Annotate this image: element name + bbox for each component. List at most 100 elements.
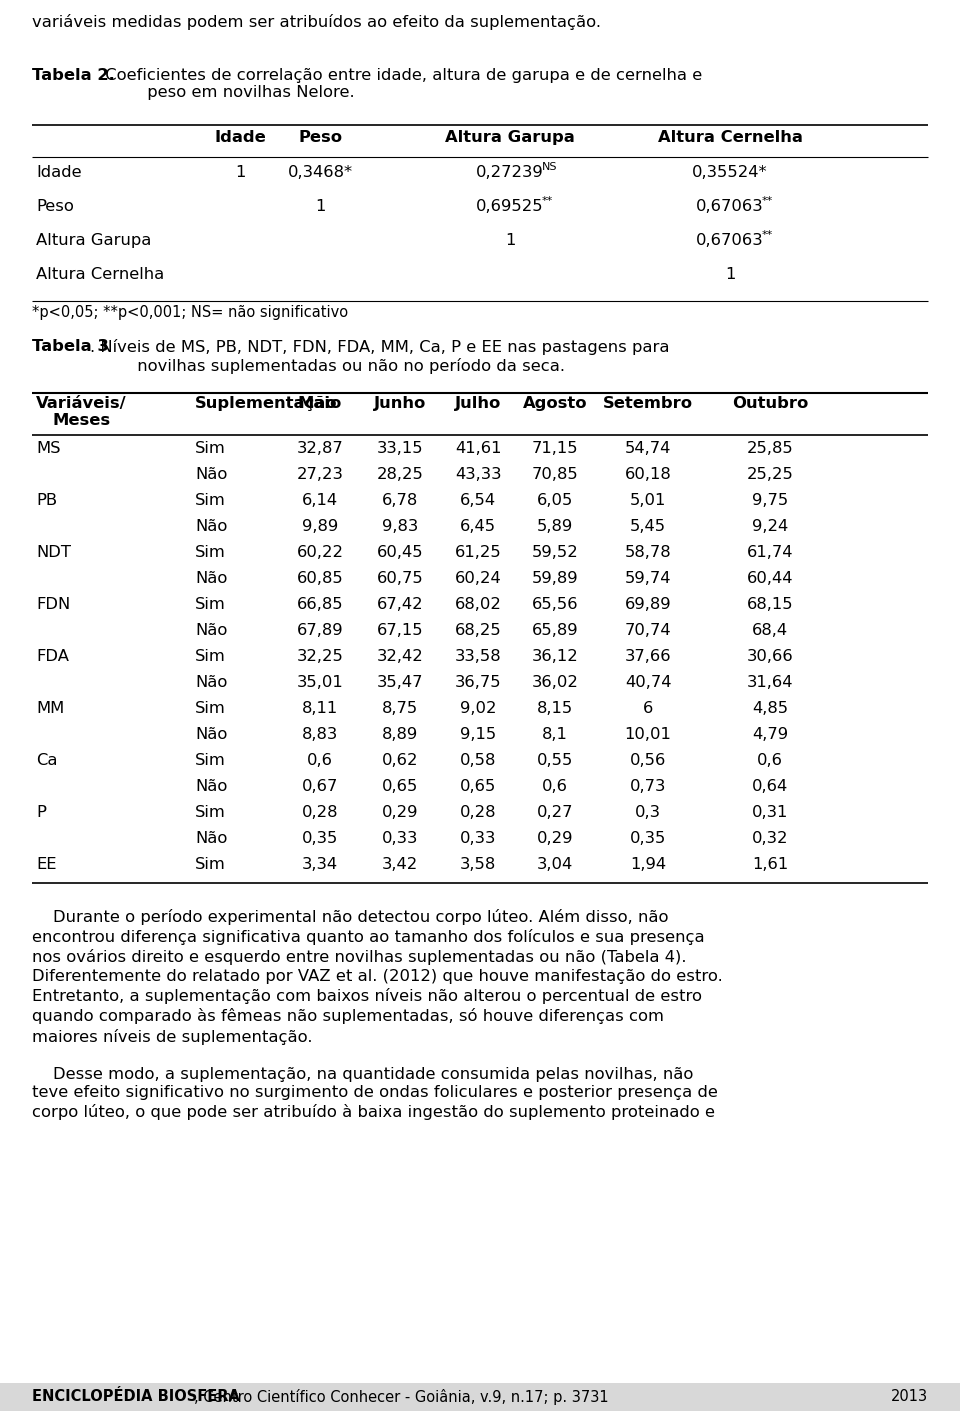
Text: 61,25: 61,25 xyxy=(455,545,501,560)
Text: Ca: Ca xyxy=(36,753,58,768)
Text: 59,52: 59,52 xyxy=(532,545,578,560)
Text: Sim: Sim xyxy=(195,597,226,612)
Text: Altura Cernelha: Altura Cernelha xyxy=(658,130,803,145)
Text: 0,65: 0,65 xyxy=(382,779,419,794)
Text: 4,85: 4,85 xyxy=(752,701,788,715)
Text: 60,45: 60,45 xyxy=(376,545,423,560)
Text: 0,58: 0,58 xyxy=(460,753,496,768)
Text: 9,02: 9,02 xyxy=(460,701,496,715)
Text: 0,56: 0,56 xyxy=(630,753,666,768)
Text: *p<0,05; **p<0,001; NS= não significativo: *p<0,05; **p<0,001; NS= não significativ… xyxy=(32,305,348,320)
Text: Altura Garupa: Altura Garupa xyxy=(36,233,152,248)
Text: Não: Não xyxy=(195,571,228,586)
Text: 0,67063: 0,67063 xyxy=(696,233,764,248)
Text: Sim: Sim xyxy=(195,649,226,665)
Text: 68,02: 68,02 xyxy=(455,597,501,612)
Text: 60,22: 60,22 xyxy=(297,545,344,560)
Text: **: ** xyxy=(542,196,553,206)
Text: 0,69525: 0,69525 xyxy=(476,199,543,214)
Text: 60,24: 60,24 xyxy=(455,571,501,586)
Text: 3,04: 3,04 xyxy=(537,856,573,872)
Text: Outubro: Outubro xyxy=(732,396,808,411)
Text: 36,75: 36,75 xyxy=(455,674,501,690)
Text: 0,6: 0,6 xyxy=(542,779,568,794)
Text: Coeficientes de correlação entre idade, altura de garupa e de cernelha e
       : Coeficientes de correlação entre idade, … xyxy=(100,68,703,100)
Text: Sim: Sim xyxy=(195,442,226,456)
Text: Desse modo, a suplementação, na quantidade consumida pelas novilhas, não
teve ef: Desse modo, a suplementação, na quantida… xyxy=(32,1067,718,1120)
Text: 65,89: 65,89 xyxy=(532,624,578,638)
Text: 27,23: 27,23 xyxy=(297,467,344,483)
Text: 0,28: 0,28 xyxy=(460,806,496,820)
Text: Não: Não xyxy=(195,519,228,533)
Text: 0,27239: 0,27239 xyxy=(476,165,544,181)
Text: 1,94: 1,94 xyxy=(630,856,666,872)
Text: Setembro: Setembro xyxy=(603,396,693,411)
Text: FDA: FDA xyxy=(36,649,69,665)
Text: 32,25: 32,25 xyxy=(297,649,344,665)
Text: 0,35524*: 0,35524* xyxy=(692,165,768,181)
Text: 5,01: 5,01 xyxy=(630,492,666,508)
Text: 54,74: 54,74 xyxy=(625,442,671,456)
Text: 1,61: 1,61 xyxy=(752,856,788,872)
Text: PB: PB xyxy=(36,492,58,508)
Text: 1: 1 xyxy=(505,233,516,248)
Text: 8,1: 8,1 xyxy=(542,727,568,742)
Text: Agosto: Agosto xyxy=(523,396,588,411)
Text: ENCICLOPÉDIA BIOSFERA: ENCICLOPÉDIA BIOSFERA xyxy=(32,1388,240,1404)
Text: 33,15: 33,15 xyxy=(376,442,423,456)
Text: 43,33: 43,33 xyxy=(455,467,501,483)
Text: MS: MS xyxy=(36,442,60,456)
Text: 0,35: 0,35 xyxy=(301,831,338,847)
Text: 3,42: 3,42 xyxy=(382,856,419,872)
Text: 66,85: 66,85 xyxy=(297,597,344,612)
Text: 5,89: 5,89 xyxy=(537,519,573,533)
Text: . Níveis de MS, PB, NDT, FDN, FDA, MM, Ca, P e EE nas pastagens para
         no: . Níveis de MS, PB, NDT, FDN, FDA, MM, C… xyxy=(90,339,669,374)
Text: Não: Não xyxy=(195,727,228,742)
Text: 9,83: 9,83 xyxy=(382,519,419,533)
Text: Não: Não xyxy=(195,674,228,690)
Text: Variáveis/
Meses: Variáveis/ Meses xyxy=(36,396,127,429)
Text: 0,73: 0,73 xyxy=(630,779,666,794)
Text: 25,25: 25,25 xyxy=(747,467,793,483)
Text: Sim: Sim xyxy=(195,856,226,872)
Text: Peso: Peso xyxy=(298,130,342,145)
Text: 6,78: 6,78 xyxy=(382,492,419,508)
Text: Sim: Sim xyxy=(195,753,226,768)
Text: Não: Não xyxy=(195,779,228,794)
Text: 6,14: 6,14 xyxy=(302,492,338,508)
Text: Suplementação: Suplementação xyxy=(195,396,338,411)
Text: EE: EE xyxy=(36,856,57,872)
Text: Idade: Idade xyxy=(36,165,82,181)
Text: 0,67063: 0,67063 xyxy=(696,199,764,214)
Text: 28,25: 28,25 xyxy=(376,467,423,483)
Text: FDN: FDN xyxy=(36,597,70,612)
Text: Idade: Idade xyxy=(214,130,266,145)
Text: Durante o período experimental não detectou corpo lúteo. Além disso, não
encontr: Durante o período experimental não detec… xyxy=(32,909,723,1044)
Text: 60,18: 60,18 xyxy=(625,467,671,483)
Text: 6,54: 6,54 xyxy=(460,492,496,508)
Text: 30,66: 30,66 xyxy=(747,649,793,665)
Text: 0,29: 0,29 xyxy=(382,806,419,820)
Text: 40,74: 40,74 xyxy=(625,674,671,690)
Text: 67,15: 67,15 xyxy=(376,624,423,638)
Text: 0,35: 0,35 xyxy=(630,831,666,847)
Text: 59,74: 59,74 xyxy=(625,571,671,586)
Text: 0,28: 0,28 xyxy=(301,806,338,820)
Text: Junho: Junho xyxy=(373,396,426,411)
Text: 60,75: 60,75 xyxy=(376,571,423,586)
Text: 70,85: 70,85 xyxy=(532,467,578,483)
Text: 9,24: 9,24 xyxy=(752,519,788,533)
Text: Tabela 3: Tabela 3 xyxy=(32,339,108,354)
Text: 65,56: 65,56 xyxy=(532,597,578,612)
Text: 4,79: 4,79 xyxy=(752,727,788,742)
Text: 41,61: 41,61 xyxy=(455,442,501,456)
Text: MM: MM xyxy=(36,701,64,715)
Text: 0,3468*: 0,3468* xyxy=(287,165,352,181)
Text: Altura Cernelha: Altura Cernelha xyxy=(36,267,164,282)
Text: 8,75: 8,75 xyxy=(382,701,419,715)
Text: 9,15: 9,15 xyxy=(460,727,496,742)
Text: 31,64: 31,64 xyxy=(747,674,793,690)
Text: 58,78: 58,78 xyxy=(625,545,671,560)
Text: Não: Não xyxy=(195,467,228,483)
Text: 32,42: 32,42 xyxy=(376,649,423,665)
